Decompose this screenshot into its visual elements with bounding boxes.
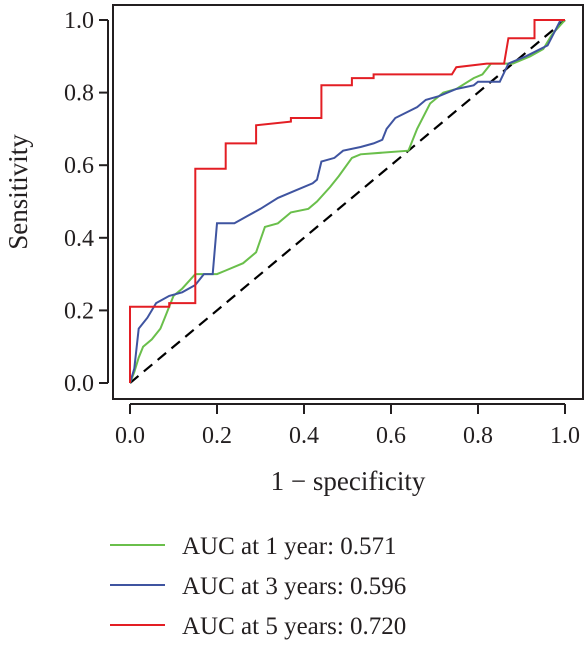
- reference-diagonal-line: [129, 19, 566, 384]
- auc-5-years-line: [129, 19, 565, 383]
- y-tick-label: 0.2: [64, 298, 94, 324]
- x-tick-label: 0.0: [115, 423, 145, 449]
- legend-item-5-years: AUC at 5 years: 0.720: [110, 613, 406, 640]
- series-lines: [129, 19, 566, 384]
- x-tick-label: 0.2: [202, 423, 232, 449]
- axes: 0.0 0.2 0.4 0.6 0.8 1.0 0.0 0.2 0.4 0.6 0.8 1.0: [64, 8, 580, 449]
- y-tick-label: 0.0: [64, 371, 94, 397]
- x-tick-label: 0.4: [289, 423, 319, 449]
- x-tick-label: 1.0: [550, 423, 580, 449]
- x-axis-title: 1 − specificity: [271, 466, 426, 496]
- auc-3-years-line: [129, 19, 562, 384]
- auc-1-year-line: [129, 19, 566, 384]
- y-axis-title: Sensitivity: [3, 134, 33, 250]
- y-tick-label: 0.8: [64, 81, 94, 107]
- legend-item-3-years: AUC at 3 years: 0.596: [110, 573, 406, 600]
- legend-label: AUC at 5 years: 0.720: [182, 613, 406, 640]
- x-tick-label: 0.8: [463, 423, 493, 449]
- y-tick-label: 1.0: [64, 8, 94, 34]
- y-tick-label: 0.4: [64, 226, 94, 252]
- legend-label: AUC at 3 years: 0.596: [182, 573, 406, 600]
- legend: AUC at 1 year: 0.571 AUC at 3 years: 0.59…: [110, 533, 406, 640]
- legend-item-1-year: AUC at 1 year: 0.571: [110, 533, 397, 560]
- plot-frame: [112, 4, 584, 400]
- y-tick-label: 0.6: [64, 153, 94, 179]
- x-tick-label: 0.6: [376, 423, 406, 449]
- legend-label: AUC at 1 year: 0.571: [182, 533, 397, 560]
